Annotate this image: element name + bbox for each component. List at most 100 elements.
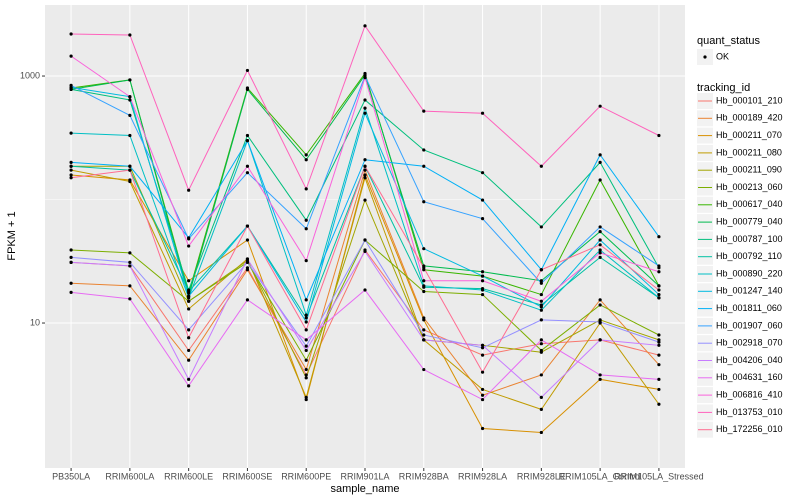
data-point — [245, 139, 250, 143]
data-point — [304, 227, 308, 231]
data-point — [598, 373, 602, 377]
legend-label: Hb_000189_420 — [716, 113, 783, 123]
data-point — [69, 173, 73, 177]
data-point — [69, 164, 73, 168]
x-tick-label: RRIM928LE — [517, 471, 566, 481]
data-point — [304, 348, 308, 353]
data-point — [657, 235, 661, 239]
data-point — [304, 344, 308, 348]
data-point — [245, 224, 250, 228]
data-point — [480, 279, 485, 283]
data-point — [187, 377, 191, 381]
data-point — [598, 255, 602, 259]
y-tick-label: 1000 — [20, 70, 40, 80]
data-point — [422, 200, 426, 204]
legend-label: Hb_000617_040 — [716, 199, 783, 209]
data-point — [304, 313, 308, 317]
data-point — [657, 353, 661, 357]
data-point — [128, 179, 132, 184]
data-point — [304, 259, 308, 263]
data-point — [539, 395, 543, 399]
data-point — [657, 284, 661, 288]
data-point — [245, 260, 250, 264]
data-point — [422, 338, 426, 342]
data-point — [363, 24, 367, 28]
data-point — [598, 248, 602, 252]
data-point — [363, 106, 367, 110]
x-tick-label: RRIM600PE — [281, 471, 331, 481]
data-point — [69, 255, 73, 259]
data-point — [69, 281, 73, 285]
data-point — [304, 298, 308, 302]
data-point — [480, 426, 485, 431]
data-point — [128, 168, 132, 172]
data-point — [480, 387, 485, 392]
data-point — [657, 343, 661, 347]
data-point — [539, 268, 543, 272]
legend-label: Hb_000211_080 — [716, 147, 782, 157]
data-point — [480, 198, 485, 202]
data-point — [480, 393, 485, 397]
data-point — [69, 83, 73, 87]
x-tick-label: RRIM600LA — [105, 471, 154, 481]
data-point — [539, 342, 543, 346]
data-point — [128, 133, 132, 138]
data-point — [480, 370, 485, 374]
data-point — [598, 298, 602, 302]
data-point — [128, 251, 132, 255]
data-point — [69, 176, 73, 180]
data-point — [363, 111, 367, 115]
data-point — [422, 148, 426, 152]
data-point — [245, 68, 250, 73]
legend-label: OK — [716, 51, 729, 61]
data-point — [657, 264, 661, 268]
data-point — [304, 395, 308, 399]
data-point — [69, 131, 73, 135]
data-point — [187, 244, 191, 248]
data-point — [128, 78, 132, 82]
data-point — [598, 238, 602, 242]
data-point — [128, 98, 132, 102]
data-point — [304, 328, 308, 332]
data-point — [187, 384, 191, 388]
legend-label: Hb_004631_160 — [716, 372, 783, 382]
legend-label: Hb_000890_220 — [716, 268, 783, 278]
data-point — [304, 376, 308, 380]
data-point — [480, 270, 485, 274]
data-point — [69, 32, 73, 36]
data-point — [657, 333, 661, 337]
data-point — [657, 133, 661, 138]
legend-label: Hb_000211_090 — [716, 165, 782, 175]
data-point — [363, 168, 367, 172]
data-point — [69, 160, 73, 164]
data-point — [363, 198, 367, 202]
data-point — [128, 260, 132, 264]
legend-point — [703, 55, 707, 59]
data-point — [480, 288, 485, 292]
data-point — [422, 247, 426, 251]
data-point — [363, 288, 367, 292]
x-axis-label: sample_name — [330, 483, 399, 495]
data-point — [598, 338, 602, 342]
data-point — [422, 284, 426, 288]
legend-label: Hb_006816_410 — [716, 389, 783, 399]
data-point — [480, 217, 485, 221]
legend-label: Hb_001247_140 — [716, 286, 783, 296]
data-point — [598, 160, 602, 164]
data-point — [657, 340, 661, 344]
data-point — [187, 237, 191, 241]
data-point — [598, 225, 602, 229]
data-point — [539, 164, 543, 168]
data-point — [304, 358, 308, 362]
data-point — [69, 54, 73, 58]
data-point — [363, 176, 367, 180]
data-point — [187, 348, 191, 353]
data-point — [128, 264, 132, 268]
data-point — [539, 292, 543, 297]
data-point — [128, 95, 132, 99]
data-point — [539, 407, 543, 411]
data-point — [363, 173, 367, 177]
data-point — [304, 338, 308, 342]
data-point — [480, 292, 485, 297]
